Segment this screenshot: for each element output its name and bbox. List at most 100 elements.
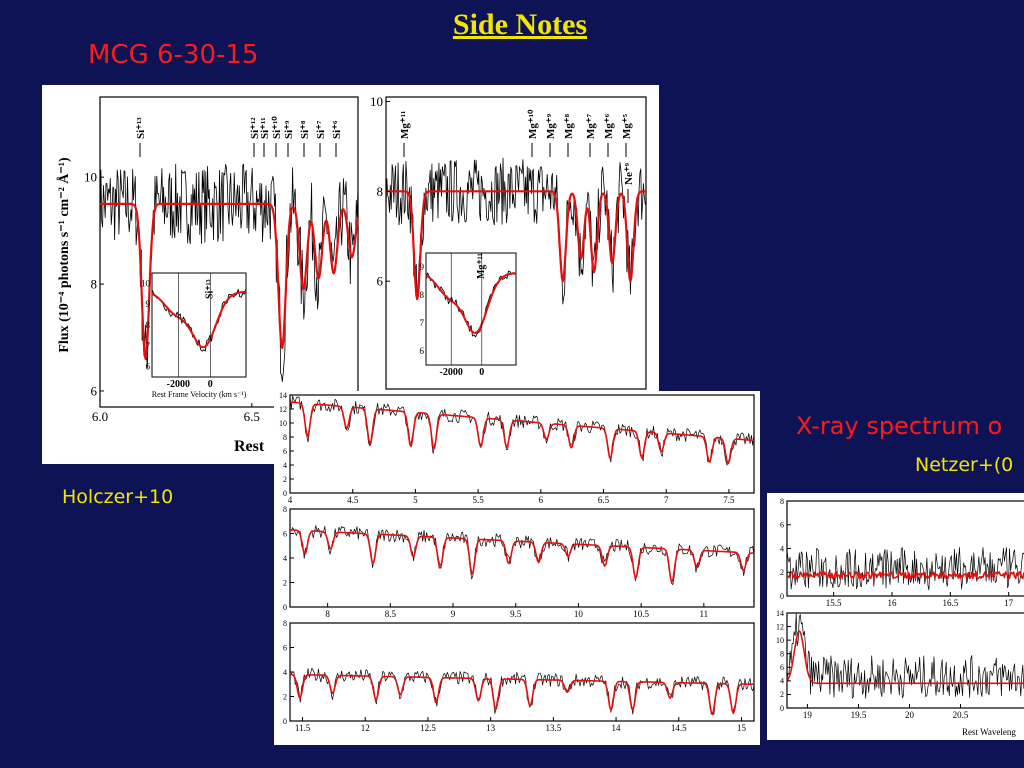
long-panel-ytick-label: 2 <box>780 568 784 577</box>
broadband-panel-ytick-label: 6 <box>283 529 287 538</box>
broadband-panel-xtick-label: 11.5 <box>295 723 311 733</box>
long-xlabel: Rest Waveleng <box>962 727 1016 737</box>
long-model-line <box>786 630 1024 685</box>
broadband-panel-xtick-label: 9.5 <box>510 609 522 619</box>
broadband-panel-ytick-label: 2 <box>283 578 287 587</box>
broadband-panel-xtick-label: 12 <box>361 723 370 733</box>
mg-panel-model-line <box>385 190 647 301</box>
broadband-panel-xtick-label: 4 <box>288 495 293 505</box>
mg-inset-model-line <box>425 272 517 334</box>
broadband-panel-ytick-label: 4 <box>283 461 287 470</box>
broadband-panel-frame <box>289 622 755 722</box>
mg-ion-label: Mg⁺⁷ <box>585 113 597 139</box>
mg-inset-ion-label: Mg⁺¹¹ <box>476 253 487 279</box>
si-ion-label: Si⁺⁹ <box>283 120 295 139</box>
long-panel-xtick-label: 20 <box>905 710 915 720</box>
si-inset-xlabel: Rest Frame Velocity (km s⁻¹) <box>152 390 247 399</box>
long-panel-xtick-label: 17 <box>1004 598 1014 608</box>
broadband-panel-ytick-label: 8 <box>283 433 287 442</box>
si-panel-ytick-label: 10 <box>84 170 97 185</box>
mg-inset-ytick-label: 9 <box>420 262 425 272</box>
broadband-panel-xtick-label: 7 <box>664 495 669 505</box>
si-inset-ytick-label: 10 <box>141 278 151 288</box>
broadband-panel-xtick-label: 14 <box>612 723 622 733</box>
long-wavelength-figure: 0 2 4 6 8 15.5 16 16.5 17 0 2 4 6 8 10 12 14 19 19.5 20 20.5… <box>767 493 1024 740</box>
long-model-line <box>786 570 1024 580</box>
mg-ion-label: Ne⁺⁹ <box>623 162 635 185</box>
long-data-line <box>786 612 1024 699</box>
broadband-data-line <box>289 667 755 715</box>
mg-ion-label: Mg⁺¹⁰ <box>527 109 539 139</box>
broadband-panel-xtick-label: 14.5 <box>671 723 687 733</box>
long-panel-ytick-label: 0 <box>780 704 784 713</box>
si-inset-xtick-label: 0 <box>208 379 213 390</box>
si-inset-ytick-label: 7 <box>146 341 151 351</box>
broadband-panel-ytick-label: 8 <box>283 619 287 628</box>
long-panel-ytick-label: 10 <box>776 636 784 645</box>
mg-inset-ytick-label: 6 <box>420 346 425 356</box>
long-panel-ytick-label: 4 <box>780 677 784 686</box>
long-panel-ytick-label: 6 <box>780 663 784 672</box>
broadband-panel-ytick-label: 4 <box>283 668 287 677</box>
mg-inset-frame <box>425 252 517 366</box>
broadband-panel-ytick-label: 0 <box>283 489 287 498</box>
broadband-model-line <box>290 673 755 716</box>
broadband-panel-xtick-label: 10 <box>574 609 584 619</box>
long-panel-ytick-label: 8 <box>780 497 784 506</box>
si-inset-ytick-label: 9 <box>146 299 151 309</box>
si-ion-label: Si⁺¹⁰ <box>271 116 283 139</box>
broadband-panel-xtick-label: 13 <box>486 723 496 733</box>
long-panel-ytick-label: 6 <box>780 521 784 530</box>
citation-netzer: Netzer+(0 <box>915 454 1014 476</box>
broadband-panel-xtick-label: 10.5 <box>633 609 649 619</box>
broadband-data-line <box>289 395 755 466</box>
long-panel-xtick-label: 16 <box>888 598 898 608</box>
broadband-panel-xtick-label: 12.5 <box>420 723 436 733</box>
mg-inset-xtick-label: 0 <box>479 367 484 378</box>
long-panel-xtick-label: 19 <box>803 710 813 720</box>
mg-panel-ytick-label: 6 <box>377 274 384 289</box>
broadband-panel-frame <box>289 508 755 608</box>
broadband-panel-ytick-label: 12 <box>279 405 287 414</box>
broadband-model-line <box>289 401 755 465</box>
mg-ion-label: Mg⁺⁶ <box>603 113 615 139</box>
mg-inset-ytick-label: 7 <box>420 318 425 328</box>
mg-ion-label: Mg⁺⁸ <box>563 113 575 139</box>
broadband-model-line <box>289 529 754 583</box>
broadband-panel-ytick-label: 14 <box>279 391 287 400</box>
si-panel-ytick-label: 6 <box>91 384 98 399</box>
broadband-panel-ytick-label: 2 <box>283 692 287 701</box>
long-panel-ytick-label: 8 <box>780 650 784 659</box>
broadband-panel-xtick-label: 11 <box>700 609 709 619</box>
mg-panel-ytick-label: 8 <box>377 184 384 199</box>
broadband-panel-frame <box>289 394 755 494</box>
long-panel-xtick-label: 15.5 <box>826 598 842 608</box>
mg-panel-data-line <box>385 157 647 305</box>
mg-ion-label: Mg⁺¹¹ <box>399 111 411 139</box>
broadband-panel-xtick-label: 9 <box>451 609 456 619</box>
broadband-panel-xtick-label: 15 <box>737 723 747 733</box>
broadband-spectrum-figure: 0 2 4 6 8 10 12 14 4 4.5 5 5.5 6 6.5 7 7.5 0 2 4 6 8 8 8.5 9 9.5… <box>274 391 760 745</box>
si-ion-label: Si⁺¹¹ <box>259 117 271 139</box>
long-panel-ytick-label: 12 <box>776 622 784 631</box>
si-panel-ytick-label: 8 <box>91 277 98 292</box>
broadband-panel-xtick-label: 6.5 <box>598 495 610 505</box>
si-panel-xtick-label: 6.5 <box>244 409 260 424</box>
si-ion-label: Si⁺⁸ <box>299 120 311 139</box>
mg-inset-xtick-label: -2000 <box>440 367 463 378</box>
broadband-panel-ytick-label: 10 <box>279 419 287 428</box>
long-panel-ytick-label: 2 <box>780 690 784 699</box>
object-label: MCG 6-30-15 <box>88 40 259 70</box>
si-inset-ion-label: Si⁺¹³ <box>204 279 215 299</box>
citation-holczer: Holczer+10 <box>62 486 174 508</box>
broadband-panel-ytick-label: 2 <box>283 475 287 484</box>
long-panel-xtick-label: 16.5 <box>942 598 958 608</box>
broadband-panel-ytick-label: 8 <box>283 505 287 514</box>
si-ion-label: Si⁺⁶ <box>331 120 343 139</box>
si-inset-ytick-label: 8 <box>146 320 151 330</box>
broadband-panel-ytick-label: 6 <box>283 643 287 652</box>
wavelength-axis-label: Rest <box>234 438 265 455</box>
broadband-panel-xtick-label: 8 <box>325 609 330 619</box>
si-inset-model-line <box>151 290 246 349</box>
si-ion-label: Si⁺¹³ <box>135 117 147 139</box>
